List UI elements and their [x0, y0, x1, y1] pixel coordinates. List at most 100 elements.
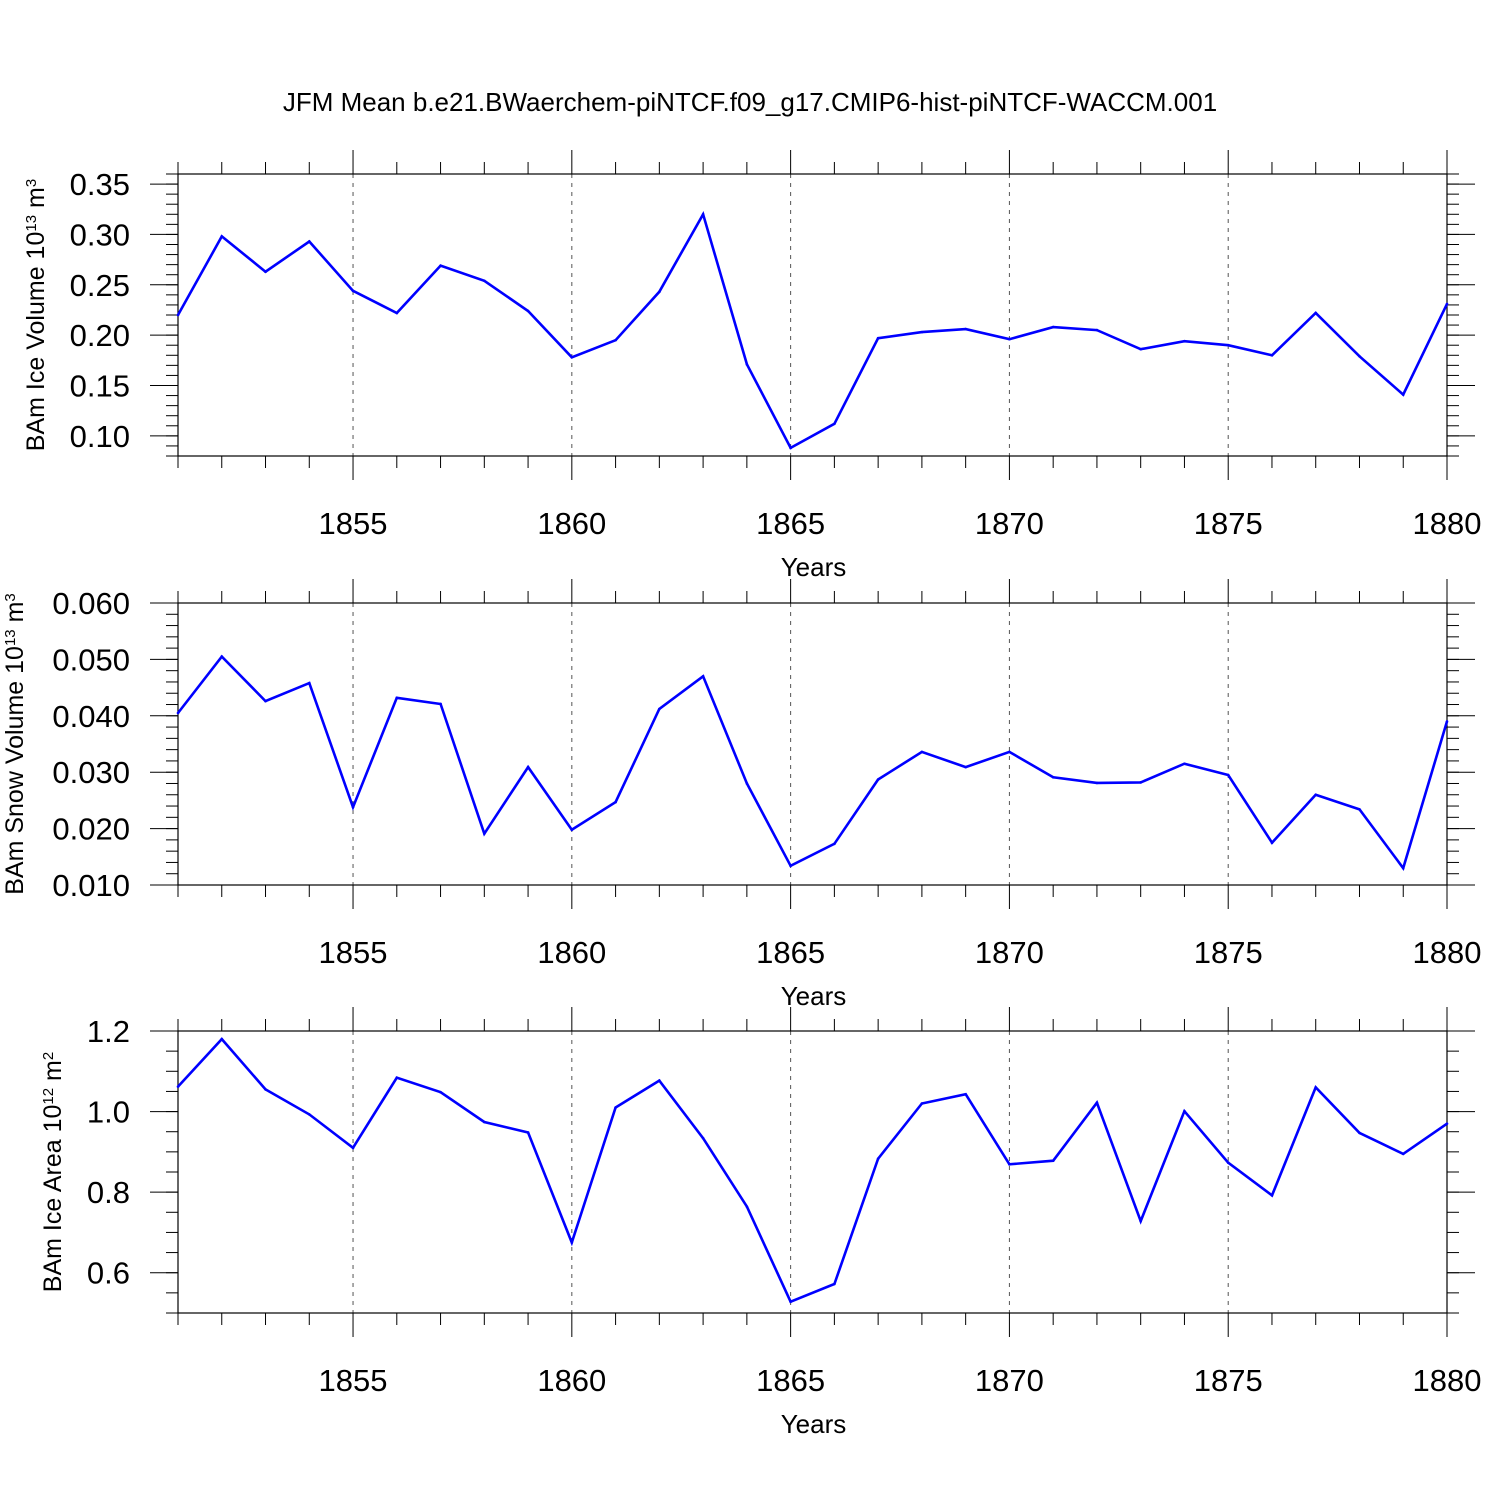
y-tick-label: 0.25 [70, 268, 130, 303]
y-axis-label-superscript: 12 [40, 1088, 57, 1105]
series-line [176, 210, 1449, 450]
data-point [1008, 337, 1011, 341]
x-tick-label: 1875 [1194, 1363, 1263, 1398]
data-point [614, 338, 617, 342]
data-point [1270, 841, 1274, 844]
chart-title: JFM Mean b.e21.BWaerchem-piNTCF.f09_g17.… [283, 87, 1217, 117]
data-point [395, 1076, 399, 1080]
data-point [1314, 1086, 1318, 1089]
data-point [789, 1300, 792, 1304]
y-tick-label: 0.040 [52, 699, 130, 734]
data-point [1401, 1152, 1405, 1156]
data-point [1401, 393, 1405, 396]
y-tick-label: 0.030 [52, 755, 130, 790]
y-tick-label: 0.010 [52, 868, 130, 903]
plot-frame [177, 602, 1448, 886]
y-tick-label: 0.10 [70, 419, 130, 454]
data-point [701, 1136, 705, 1140]
data-point [876, 336, 880, 340]
x-tick-label: 1865 [756, 1363, 825, 1398]
data-point [395, 311, 399, 315]
y-tick-label: 0.020 [52, 812, 130, 847]
data-point [614, 1106, 617, 1109]
data-point [264, 1088, 267, 1091]
x-tick-label: 1875 [1194, 935, 1263, 970]
data-point [307, 681, 311, 685]
data-point [351, 805, 355, 809]
x-axis-label: Years [781, 552, 847, 582]
y-axis-label-part: BAm Ice Volume 10 [22, 232, 50, 452]
data-point [351, 289, 355, 293]
y-axis-label: BAm Snow Volume 1013 m3 [1, 593, 29, 895]
y-axis-label-part: m [1, 602, 29, 630]
y-tick-label: 0.050 [52, 642, 130, 677]
x-axis-label: Years [781, 1409, 847, 1439]
data-point [1095, 781, 1099, 785]
data-point [1401, 866, 1405, 870]
y-axis-label: BAm Ice Area 1012 m2 [39, 1052, 67, 1292]
data-point [1183, 762, 1186, 766]
data-point [1270, 1194, 1274, 1197]
data-point [526, 765, 530, 769]
data-point [920, 750, 924, 754]
data-point [1445, 302, 1449, 306]
plot-frame [177, 1030, 1448, 1314]
data-point [176, 1085, 180, 1088]
series-line [177, 1037, 1448, 1304]
y-tick-label: 0.6 [87, 1256, 130, 1291]
x-tick-label: 1865 [756, 935, 825, 970]
data-point [1445, 720, 1449, 723]
data-point [1358, 354, 1361, 358]
y-axis-label-part: m [39, 1060, 67, 1088]
data-point [833, 1282, 836, 1286]
data-point [526, 1131, 530, 1134]
x-tick-label: 1855 [319, 935, 388, 970]
data-point [920, 330, 924, 334]
data-point [745, 363, 749, 366]
data-point [701, 675, 705, 678]
data-point [264, 270, 267, 273]
data-point [1139, 347, 1142, 351]
data-point [439, 264, 442, 267]
data-point [483, 279, 486, 283]
data-point [964, 327, 967, 331]
data-point [570, 1241, 574, 1244]
data-point [833, 842, 836, 846]
y-tick-label: 1.0 [87, 1095, 130, 1130]
data-point [1051, 775, 1055, 779]
x-tick-label: 1880 [1413, 935, 1482, 970]
data-point [789, 446, 792, 450]
data-point [1183, 1109, 1186, 1113]
data-point [439, 1090, 442, 1094]
data-point [1139, 1219, 1142, 1223]
data-point [1095, 328, 1099, 332]
data-point [220, 655, 224, 658]
data-point [658, 290, 661, 294]
data-point [614, 800, 617, 804]
data-point [1008, 1163, 1011, 1166]
data-point [526, 309, 530, 313]
data-point [176, 711, 180, 715]
y-tick-label: 0.30 [70, 217, 130, 252]
y-axis-label: BAm Ice Volume 1013 m3 [22, 179, 50, 451]
data-point [1183, 339, 1186, 343]
x-tick-label: 1870 [975, 506, 1044, 541]
y-tick-label: 0.35 [70, 167, 130, 202]
panel-snow-volume: 0.010 0.020 0.030 0.040 0.050 0.060 1855 1860 18… [1, 579, 1481, 1011]
x-tick-label: 1860 [537, 1363, 606, 1398]
data-point [1051, 325, 1055, 329]
x-tick-label: 1870 [975, 935, 1044, 970]
data-point [1139, 781, 1142, 784]
data-point [920, 1102, 924, 1105]
data-point [701, 212, 705, 216]
data-point [833, 422, 836, 426]
data-point [1095, 1101, 1099, 1105]
data-point [789, 864, 792, 868]
data-point [1445, 1122, 1449, 1125]
data-point [307, 1113, 311, 1116]
data-point [1226, 1161, 1230, 1165]
data-point [1008, 750, 1011, 754]
data-point [1270, 353, 1274, 357]
data-point [220, 235, 224, 238]
